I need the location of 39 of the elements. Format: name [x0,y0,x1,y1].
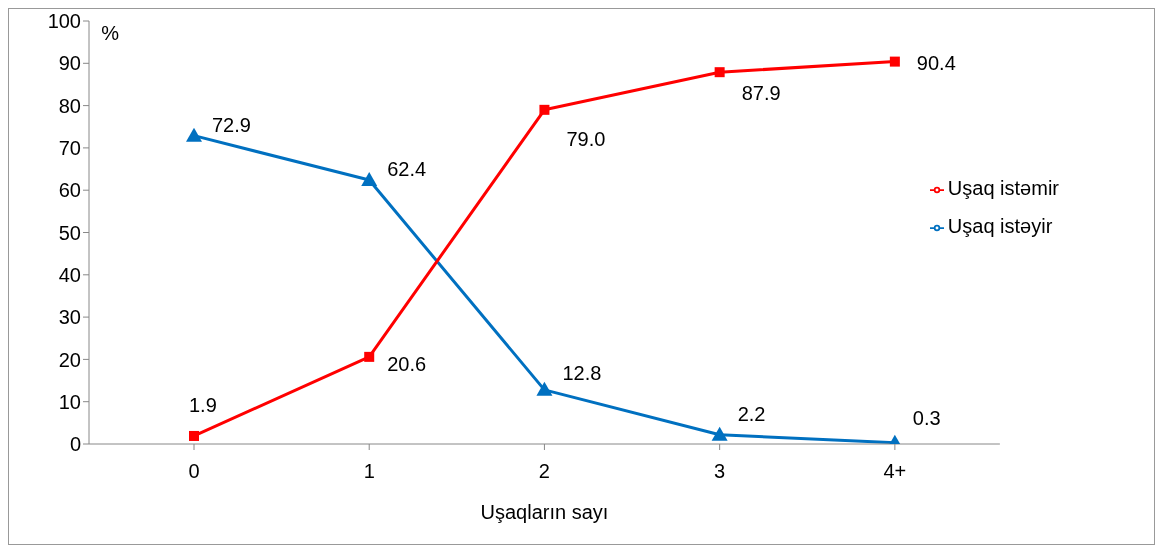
data-label: 20.6 [387,352,427,375]
y-tick-label: 0 [69,433,81,456]
x-axis-title: Uşaqların sayı [480,501,609,523]
y-tick-label: 90 [58,52,81,75]
data-label: 0.3 [912,406,941,429]
x-tick-label: 4+ [883,460,907,483]
data-label: 90.4 [916,51,956,74]
y-tick-label: 100 [47,10,81,33]
y-tick-label: 60 [58,179,81,202]
legend-label: Uşaq istəmir [947,177,1059,199]
y-tick-label: 40 [58,263,81,286]
x-tick-label: 2 [538,460,550,483]
point [361,172,378,187]
x-tick-label: 3 [714,460,726,483]
point [364,351,375,362]
legend-label: Uşaq istəyir [947,215,1053,237]
data-label: 72.9 [212,113,251,136]
data-label: 87.9 [741,82,781,105]
y-tick-label: 20 [58,348,81,371]
data-label: 2.2 [737,402,766,425]
point [186,127,202,142]
data-label: 79.0 [566,127,606,150]
x-tick-label: 0 [188,460,200,483]
data-label: 62.4 [387,158,427,181]
point [539,104,550,115]
point [889,56,900,67]
data-label: 12.8 [562,361,602,384]
y-axis-title: % [101,22,120,45]
point [189,430,199,441]
y-tick-label: 30 [58,306,81,329]
y-tick-label: 70 [58,137,81,159]
point [711,426,728,441]
x-tick-label: 1 [363,460,375,483]
y-tick-label: 50 [58,221,81,244]
data-label: 1.9 [189,393,217,416]
y-tick-label: 80 [58,94,81,117]
point [536,381,553,396]
y-tick-label: 10 [58,390,81,413]
point [714,67,725,78]
